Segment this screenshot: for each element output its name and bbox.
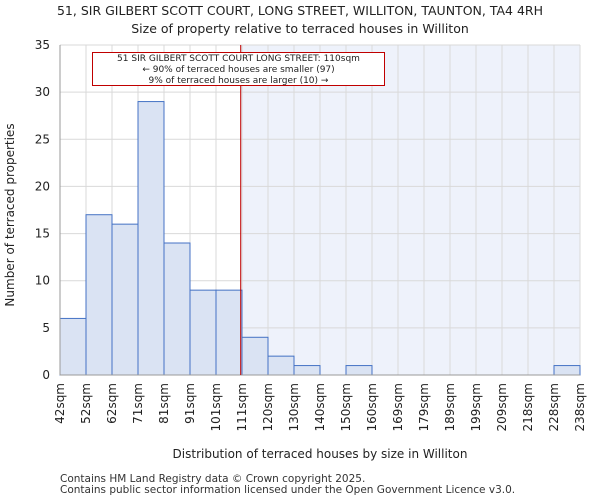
x-tick-label: 218sqm	[521, 383, 535, 431]
annotation-line1: 51 SIR GILBERT SCOTT COURT LONG STREET: …	[117, 54, 360, 64]
x-tick-label: 209sqm	[495, 383, 509, 431]
x-tick-label: 189sqm	[443, 383, 457, 431]
y-tick-label: 15	[35, 227, 50, 241]
x-tick-label: 111sqm	[235, 383, 249, 431]
histogram-bar	[215, 289, 243, 376]
y-tick-label: 25	[35, 132, 50, 146]
y-tick-label: 0	[42, 368, 50, 382]
annotation-box: 51 SIR GILBERT SCOTT COURT LONG STREET: …	[92, 52, 385, 86]
histogram-bar	[345, 365, 373, 376]
footer-licence: Contains public sector information licen…	[60, 484, 516, 496]
histogram-bar	[553, 365, 581, 376]
x-tick-label: 42sqm	[53, 383, 67, 424]
footer-copyright: Contains HM Land Registry data © Crown c…	[60, 473, 366, 485]
x-tick-label: 238sqm	[573, 383, 587, 431]
y-tick-label: 20	[35, 179, 50, 193]
y-axis-label: Number of terraced properties	[3, 123, 17, 306]
y-tick-label: 5	[42, 321, 50, 335]
x-tick-label: 228sqm	[547, 383, 561, 431]
histogram-bar	[137, 101, 165, 376]
histogram-bar	[293, 365, 321, 376]
y-tick-label: 30	[35, 85, 50, 99]
histogram-bar	[163, 242, 191, 376]
x-tick-label: 101sqm	[209, 383, 223, 431]
histogram-bar	[189, 289, 217, 376]
x-tick-label: 120sqm	[261, 383, 275, 431]
x-tick-label: 71sqm	[131, 383, 145, 424]
chart-title-line2: Size of property relative to terraced ho…	[131, 21, 469, 36]
chart-title-line1: 51, SIR GILBERT SCOTT COURT, LONG STREET…	[56, 3, 544, 18]
x-tick-label: 199sqm	[469, 383, 483, 431]
x-tick-label: 52sqm	[79, 383, 93, 424]
x-tick-label: 179sqm	[417, 383, 431, 431]
histogram-bar	[111, 223, 139, 376]
x-tick-label: 150sqm	[339, 383, 353, 431]
x-tick-label: 81sqm	[157, 383, 171, 424]
larger-region-shade	[240, 45, 580, 375]
x-tick-label: 91sqm	[183, 383, 197, 424]
x-tick-label: 140sqm	[313, 383, 327, 431]
annotation-line3: 9% of terraced houses are larger (10) →	[148, 76, 329, 86]
x-tick-label: 130sqm	[287, 383, 301, 431]
histogram-bar	[241, 336, 269, 376]
histogram-bar	[267, 355, 295, 376]
histogram-bar	[59, 317, 87, 376]
annotation-line2: ← 90% of terraced houses are smaller (97…	[142, 65, 335, 75]
x-tick-label: 169sqm	[391, 383, 405, 431]
y-tick-label: 10	[35, 274, 50, 288]
x-tick-label: 62sqm	[105, 383, 119, 424]
x-axis-label: Distribution of terraced houses by size …	[173, 447, 468, 461]
histogram-bar	[85, 214, 113, 376]
x-tick-label: 160sqm	[365, 383, 379, 431]
y-tick-label: 35	[35, 38, 50, 52]
